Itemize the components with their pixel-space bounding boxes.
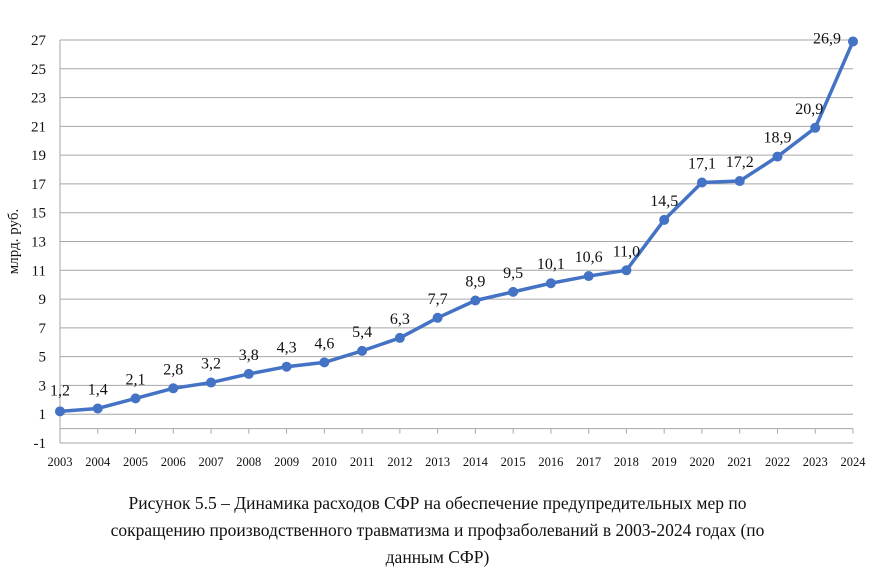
y-tick-label: 23 [31,91,46,107]
x-tick-label: 2007 [199,455,224,469]
data-label: 1,2 [50,382,70,399]
x-tick-label: 2018 [614,455,639,469]
data-point [55,406,65,417]
y-tick-label: 25 [31,62,46,78]
data-point [545,278,556,289]
data-label: 11,0 [613,243,640,260]
data-label: 17,1 [688,155,716,172]
data-point [206,377,217,388]
data-point [432,312,443,323]
data-point [319,357,330,368]
data-label: 17,2 [726,154,754,171]
data-label: 3,8 [239,347,259,364]
series-line [59,40,855,414]
x-tick-label: 2015 [501,455,526,469]
data-label: 10,1 [537,256,565,273]
y-tick-label: 13 [31,235,46,251]
x-tick-label: 2008 [236,455,261,469]
data-point [583,271,594,282]
data-point [734,176,745,187]
x-tick-label: 2011 [350,455,375,469]
y-tick-label: -1 [34,436,47,452]
y-tick-label: 5 [39,350,47,366]
data-point [772,151,783,162]
x-tick-label: 2021 [727,455,752,469]
y-tick-label: 15 [31,206,46,222]
x-tick-label: 2013 [425,455,450,469]
x-tick-label: 2009 [274,455,299,469]
y-axis-label: млрд. руб. [6,209,22,274]
y-tick-label: 19 [31,148,46,164]
data-point [243,368,254,379]
data-point [696,177,707,188]
data-label: 4,6 [314,335,334,352]
data-point [508,286,519,297]
data-label: 7,7 [428,291,448,308]
x-tick-label: 2014 [463,455,489,469]
y-tick-label: 21 [31,119,46,135]
y-tick-label: 3 [39,378,47,394]
x-tick-label: 2005 [123,455,148,469]
x-tick-label: 2024 [841,455,867,469]
data-point [470,295,481,306]
data-label: 6,3 [390,311,410,328]
data-point [130,393,141,404]
data-point [281,361,292,372]
caption-line: данным СФР) [385,547,490,567]
caption-line: Рисунок 5.5 – Динамика расходов СФР на о… [128,493,747,513]
x-tick-label: 2020 [689,455,714,469]
data-point [810,122,821,133]
x-tick-label: 2022 [765,455,790,469]
y-tick-label: 17 [31,177,47,193]
data-label: 26,9 [813,30,841,47]
data-label: 20,9 [795,101,823,118]
data-point [659,214,670,225]
data-label: 2,8 [163,361,183,378]
y-tick-label: 9 [39,292,47,308]
x-tick-label: 2017 [576,455,601,469]
x-tick-label: 2010 [312,455,337,469]
x-tick-label: 2016 [538,455,563,469]
x-tick-label: 2023 [803,455,828,469]
data-point [168,383,179,394]
data-label: 10,6 [575,249,603,266]
data-label: 3,2 [201,356,221,373]
data-label: 2,1 [126,371,146,388]
data-point [621,265,632,276]
data-label: 9,5 [503,265,523,282]
data-label: 18,9 [763,130,791,147]
data-label: 14,5 [650,193,678,210]
x-tick-label: 2012 [387,455,412,469]
caption-line: сокращению производственного травматизма… [110,520,765,540]
data-point [357,345,368,356]
data-point [92,403,103,414]
data-label: 5,4 [352,324,372,341]
y-tick-label: 11 [32,263,46,279]
x-tick-label: 2019 [652,455,677,469]
figure-caption: Рисунок 5.5 – Динамика расходов СФР на о… [0,490,875,571]
data-point [394,332,405,343]
data-label: 4,3 [277,340,297,357]
y-tick-label: 27 [31,33,47,49]
data-label: 1,4 [88,381,108,398]
x-tick-label: 2003 [48,455,73,469]
y-tick-label: 1 [39,407,47,423]
data-point [848,36,858,47]
x-tick-label: 2004 [85,455,111,469]
x-tick-label: 2006 [161,455,186,469]
y-tick-label: 7 [39,321,47,337]
data-label: 8,9 [465,274,485,291]
